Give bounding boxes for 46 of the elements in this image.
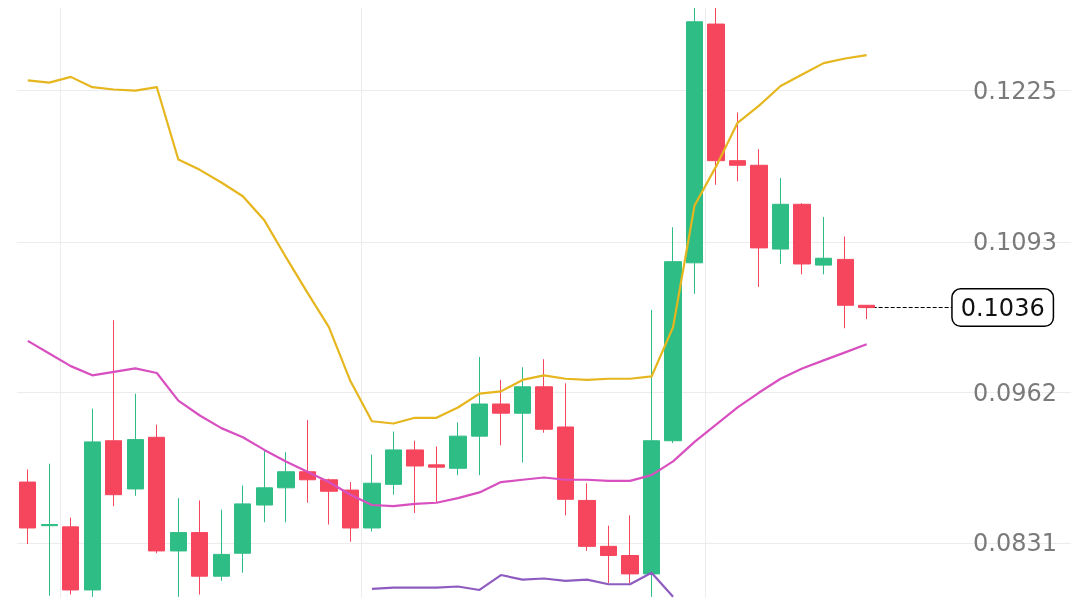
line-series — [370, 571, 675, 598]
candlestick — [105, 319, 122, 507]
candlestick — [815, 216, 832, 275]
candlestick — [492, 379, 510, 446]
candlestick — [707, 8, 725, 186]
candlestick — [578, 482, 596, 552]
candlestick — [729, 111, 746, 182]
line-series — [26, 53, 868, 425]
candlestick — [471, 356, 488, 476]
candlestick — [535, 358, 553, 434]
candlestick — [449, 421, 467, 476]
candlestick — [750, 148, 768, 288]
candlestick — [277, 451, 295, 523]
candlestick — [600, 525, 617, 584]
y-tick-label: 0.0831 — [973, 528, 1057, 557]
candlestick — [837, 235, 854, 329]
candlestick — [793, 202, 811, 275]
candlestick — [772, 177, 789, 265]
candlestick — [213, 509, 230, 582]
ref-line-label: 0.1036 — [960, 293, 1045, 322]
y-tick-label: 0.0962 — [973, 378, 1057, 407]
candlestick — [41, 463, 58, 597]
candlestick — [19, 468, 36, 545]
candlestick — [557, 382, 574, 516]
candlestick — [363, 454, 381, 532]
candlestick — [234, 485, 251, 574]
candlestick — [127, 393, 144, 497]
candlestick — [406, 440, 424, 514]
candlestick — [664, 226, 682, 444]
candlestick — [428, 445, 445, 504]
candlestick — [148, 424, 165, 554]
candlestick — [84, 408, 101, 598]
candlestick — [191, 499, 208, 596]
candlestick — [170, 497, 187, 598]
candlestick — [62, 517, 79, 596]
candlestick — [256, 450, 273, 523]
candlestick — [514, 366, 531, 464]
candlestick — [342, 481, 359, 543]
candlestick — [858, 304, 875, 320]
y-tick-label: 0.1093 — [973, 228, 1057, 257]
candlestick — [686, 8, 703, 295]
line-series — [26, 339, 868, 508]
candlestick — [621, 514, 639, 584]
candlestick — [385, 431, 402, 496]
y-tick-label: 0.1225 — [973, 76, 1057, 105]
candlestick — [643, 309, 660, 598]
